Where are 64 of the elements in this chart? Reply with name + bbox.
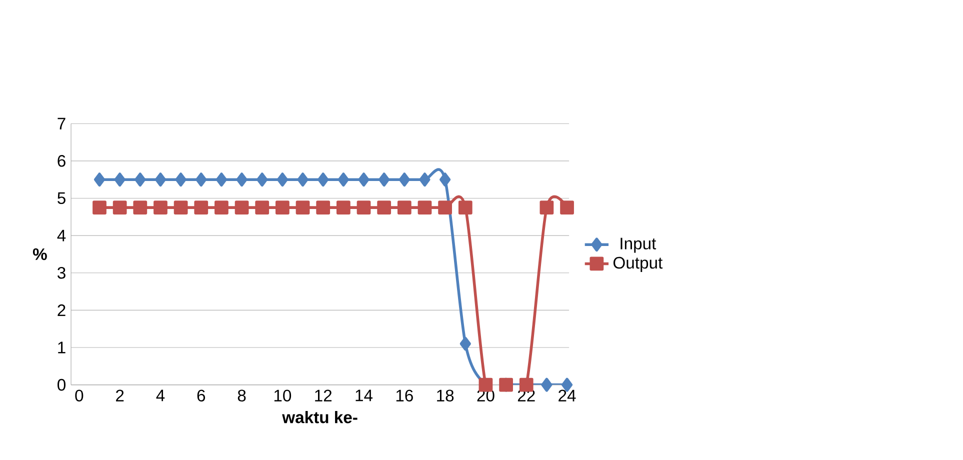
point [338, 172, 349, 187]
y-tick-label: 1 [58, 342, 66, 354]
point [94, 172, 106, 187]
point [154, 200, 168, 215]
point [560, 200, 574, 215]
x-tick-label: 10 [274, 390, 292, 402]
point [377, 200, 392, 215]
point [318, 172, 329, 187]
point [297, 172, 308, 187]
x-tick-label: 24 [558, 390, 576, 402]
point [133, 200, 148, 215]
point [92, 200, 106, 215]
point [418, 200, 432, 215]
point [378, 172, 390, 187]
y-tick-label: 5 [58, 192, 66, 204]
point [112, 200, 127, 215]
point [438, 200, 452, 215]
x-tick-label: 6 [197, 390, 206, 402]
point [236, 172, 248, 187]
point [296, 200, 310, 215]
x-axis-title: waktu ke- [282, 411, 358, 424]
point [458, 200, 472, 215]
point [216, 172, 228, 187]
point [175, 172, 186, 187]
y-tick-label: 0 [58, 379, 66, 391]
point [255, 200, 270, 215]
x-tick-label: 0 [75, 390, 84, 402]
y-axis-title: % [32, 248, 47, 260]
x-tick-label: 2 [116, 390, 124, 402]
point [194, 200, 208, 215]
point [358, 172, 370, 187]
point [214, 200, 228, 215]
point [397, 200, 412, 215]
point [356, 200, 371, 215]
point [460, 336, 471, 351]
point [276, 172, 288, 187]
y-tick-label: 4 [57, 230, 66, 242]
point [114, 172, 126, 187]
point [541, 378, 552, 392]
legend-label: Output [613, 256, 663, 272]
x-tick-label: 12 [315, 390, 332, 402]
x-tick-label: 8 [238, 390, 246, 402]
point [174, 200, 188, 215]
point [316, 200, 330, 215]
y-tick-label: 2 [58, 304, 66, 316]
point [336, 200, 350, 215]
point [419, 172, 430, 187]
y-tick-label: 3 [58, 267, 66, 279]
point [398, 172, 410, 187]
point [540, 200, 554, 215]
x-tick-label: 14 [356, 390, 373, 402]
point [154, 172, 166, 187]
y-tick-label: 7 [58, 118, 66, 130]
point [276, 200, 290, 215]
x-tick-label: 16 [396, 390, 413, 402]
point [440, 172, 451, 187]
x-tick-label: 4 [156, 390, 165, 402]
x-tick-label: 18 [437, 390, 454, 402]
point [234, 200, 249, 215]
point [134, 172, 146, 187]
point [196, 172, 207, 187]
legend-label: Input [620, 238, 656, 253]
point [256, 172, 268, 187]
y-tick-label: 6 [58, 155, 66, 167]
